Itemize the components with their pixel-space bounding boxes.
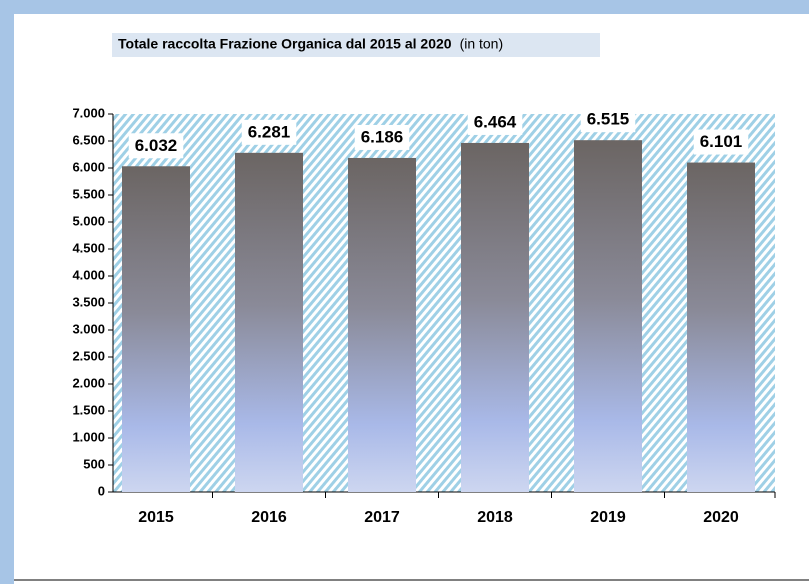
y-tick-label: 6.000	[72, 159, 105, 174]
y-tick-label: 4.000	[72, 267, 105, 282]
value-label-box	[693, 129, 749, 155]
y-tick-label: 5.500	[72, 186, 105, 201]
chart-title: Totale raccolta Frazione Organica dal 20…	[118, 36, 452, 52]
left-border	[0, 0, 14, 584]
chart-subtitle: (in ton)	[460, 36, 504, 52]
bar	[687, 162, 755, 492]
x-tick-label: 2019	[590, 509, 626, 526]
value-label: 6.281	[248, 122, 291, 141]
y-tick-label: 0	[98, 483, 105, 498]
y-tick-label: 1.000	[72, 429, 105, 444]
x-tick-label: 2018	[477, 509, 513, 526]
value-label-box	[354, 124, 410, 150]
bar	[348, 157, 416, 492]
bar	[574, 140, 642, 492]
value-label-box	[580, 107, 636, 133]
bar	[235, 152, 303, 493]
value-label: 6.186	[361, 127, 404, 146]
y-tick-label: 5.000	[72, 213, 105, 228]
value-label-box	[467, 109, 523, 135]
bar	[461, 142, 529, 492]
y-tick-label: 2.500	[72, 348, 105, 363]
bar	[122, 166, 190, 492]
value-label: 6.101	[700, 132, 743, 151]
x-tick-label: 2016	[251, 509, 287, 526]
y-tick-label: 7.000	[72, 105, 105, 120]
value-label: 6.515	[587, 110, 630, 129]
title-box	[112, 33, 600, 57]
y-tick-label: 3.500	[72, 294, 105, 309]
top-border	[0, 0, 809, 14]
value-label: 6.464	[474, 112, 517, 131]
y-tick-label: 1.500	[72, 402, 105, 417]
value-label-box	[128, 133, 184, 159]
x-tick-label: 2017	[364, 509, 400, 526]
value-label-box	[241, 119, 297, 145]
value-label: 6.032	[135, 136, 178, 155]
y-tick-label: 6.500	[72, 132, 105, 147]
y-tick-label: 500	[83, 456, 105, 471]
x-tick-label: 2020	[703, 509, 739, 526]
y-tick-label: 4.500	[72, 240, 105, 255]
y-tick-label: 3.000	[72, 321, 105, 336]
y-tick-label: 2.000	[72, 375, 105, 390]
x-tick-label: 2015	[138, 509, 174, 526]
plot-area	[113, 114, 775, 492]
